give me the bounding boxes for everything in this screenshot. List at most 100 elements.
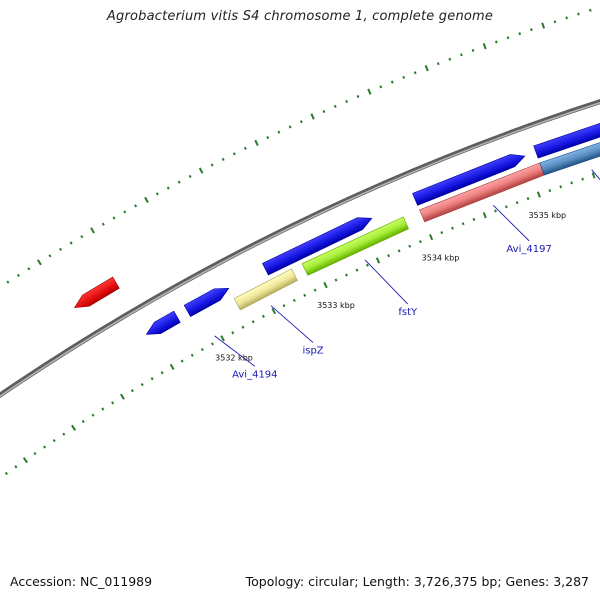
tick-mark [588,8,592,12]
tick-mark [144,196,149,203]
tick-mark [322,109,326,114]
tick-mark [591,172,596,179]
tick-mark [397,249,401,253]
tick-mark [345,99,349,103]
tick-mark [570,181,574,185]
tick-mark [451,226,454,230]
tick-mark [506,36,510,40]
tick-mark [261,314,265,318]
tick-mark [345,273,348,277]
tick-mark [111,401,115,405]
tick-mark [310,113,315,120]
tick-mark [472,217,476,221]
tick-mark [43,445,47,449]
tick-mark [48,254,52,258]
tick-mark [313,288,317,292]
gene-labels: Avi_4194ispZfstYAvi_4197dapFAvi_4200Avi_… [214,169,600,380]
tick-mark [271,307,276,315]
tick-mark [6,280,10,284]
tick-mark [288,125,292,129]
tick-mark [482,212,487,219]
tick-mark [36,259,42,266]
tick-mark [548,189,552,193]
label-leader-line [493,205,530,242]
gene-feature [301,216,409,276]
tick-mark [210,163,214,167]
tick-mark [518,32,522,36]
tick-mark [436,62,440,66]
tick-mark [166,186,170,190]
tick-mark [69,241,73,245]
gene-feature [262,217,373,276]
tick-mark [210,342,214,346]
label-leader-line [364,259,409,305]
tick-mark [101,407,105,411]
tick-mark [33,451,37,456]
tick-mark [565,16,569,20]
tick-mark [134,204,138,208]
tick-mark [4,471,8,475]
gene-label: fstY [398,307,418,318]
gene-label: Avi_4197 [506,244,551,255]
tick-mark [494,209,497,213]
tick-mark [90,227,95,234]
label-leader-line [591,169,600,181]
tick-mark [367,88,372,95]
tick-mark [231,331,235,335]
gene-label: ispZ [302,346,323,357]
tick-mark [577,12,580,16]
tick-mark [428,233,434,241]
gene-features [73,122,600,335]
tick-mark [188,174,192,178]
tick-mark [375,257,381,264]
gene-feature [412,154,526,206]
gene-feature [183,288,230,318]
tick-mark [277,130,281,134]
tick-mark [355,268,359,272]
tick-mark [180,359,184,363]
gene-feature [73,276,120,308]
tick-mark [292,298,296,303]
gene-feature [533,122,600,159]
tick-mark [581,177,584,181]
genome-summary-text: Topology: circular; Length: 3,726,375 bp… [245,574,589,589]
tick-mark [282,304,286,308]
tick-mark [299,120,303,124]
tick-mark [101,222,105,226]
tick-mark [177,180,181,184]
tick-mark [448,57,452,61]
tick-mark [140,383,144,387]
tick-mark [80,235,84,239]
tick-mark [59,247,63,251]
scale-label: 3534 kbp [422,253,460,262]
tick-mark [221,157,225,161]
map-title: Agrobacterium vitis S4 chromosome 1, com… [106,9,494,24]
tick-mark [440,231,444,235]
tick-mark [200,347,204,352]
tick-mark [366,263,369,267]
tick-mark [559,185,563,189]
tick-marks [4,8,596,475]
tick-mark [155,192,159,196]
tick-mark [160,371,164,375]
tick-mark [333,104,337,108]
scale-label: 3532 kbp [215,354,253,363]
tick-mark [220,335,225,342]
tick-mark [471,48,475,52]
gene-feature [539,142,600,176]
tick-mark [14,465,18,469]
tick-mark [494,40,498,44]
tick-mark [232,152,236,156]
tick-mark [254,139,259,147]
tick-mark [169,363,175,370]
tick-mark [62,432,66,436]
tick-mark [408,244,412,248]
tick-mark [526,197,530,201]
genome-backbone [0,99,600,399]
tick-mark [536,191,541,198]
tick-mark [71,424,77,431]
tick-mark [112,216,116,220]
tick-mark [323,281,328,289]
tick-mark [334,278,338,282]
